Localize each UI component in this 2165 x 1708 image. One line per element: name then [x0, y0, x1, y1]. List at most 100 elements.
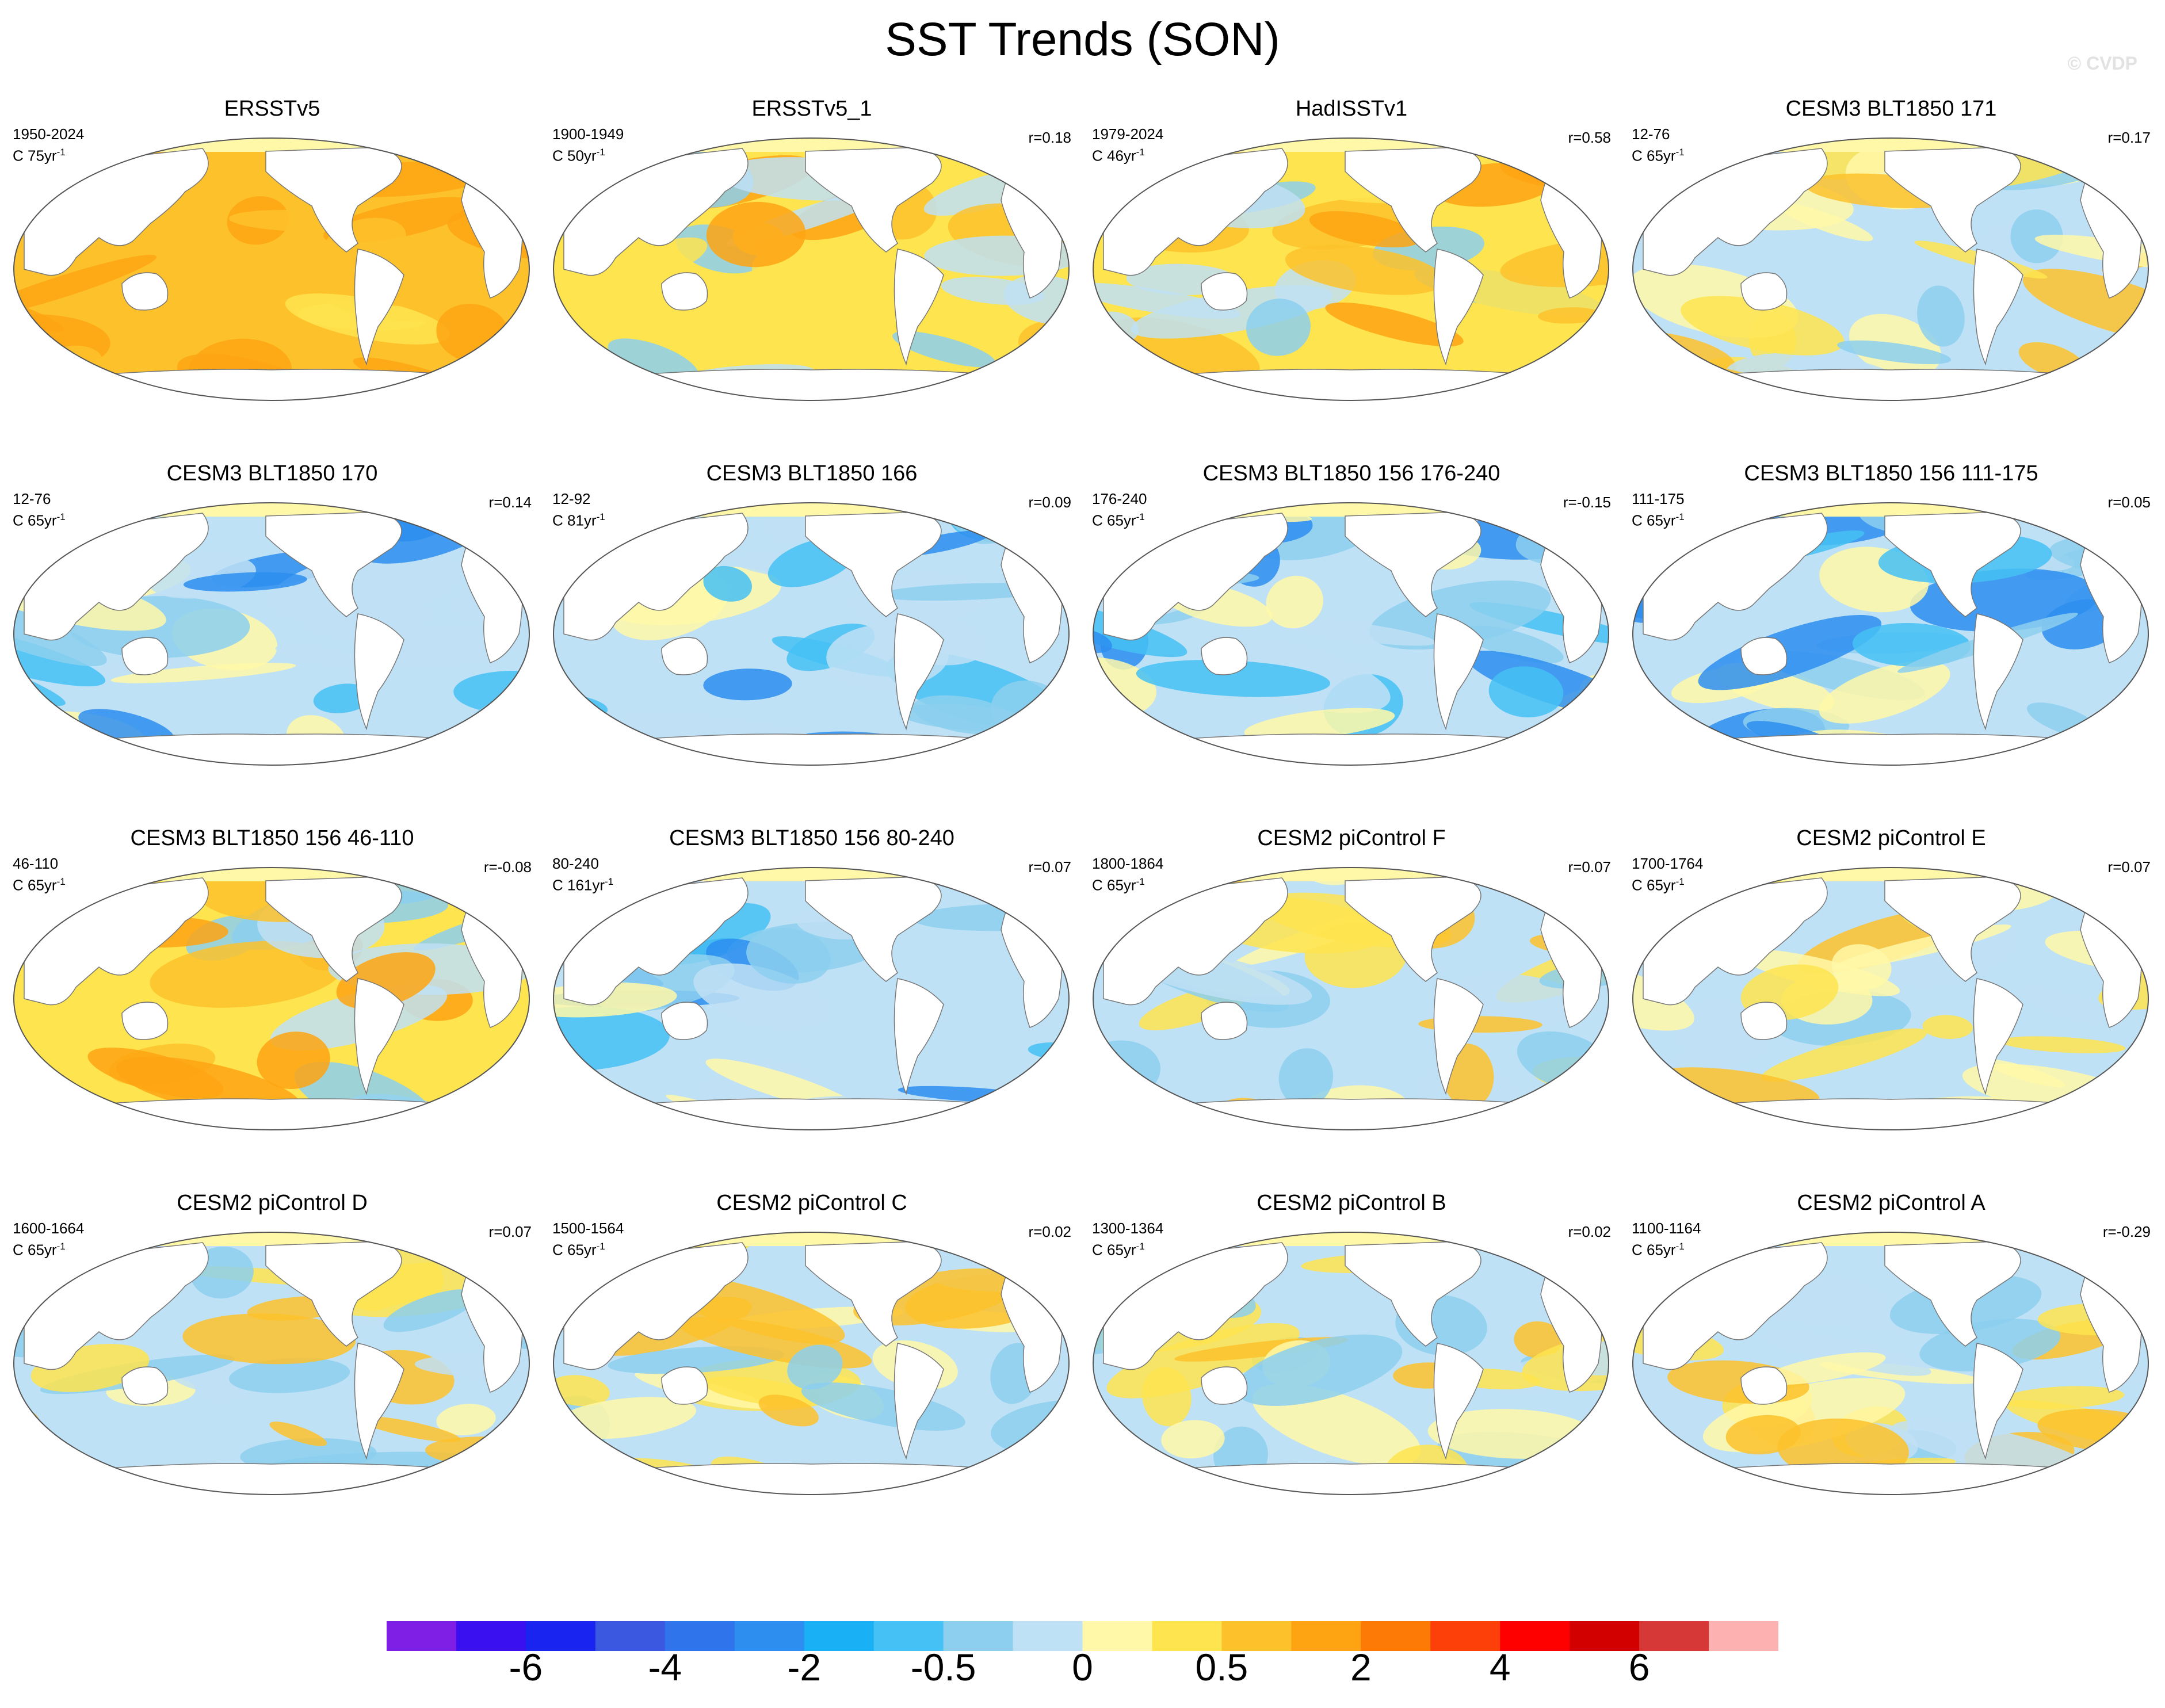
trend-anomaly-patch [269, 1422, 327, 1446]
trend-anomaly-patch [1141, 138, 1192, 159]
pattern-correlation: r=-0.08 [483, 858, 532, 876]
trend-rate-text: C 75yr [13, 147, 57, 165]
trend-anomaly-patch [663, 267, 837, 322]
colorbar-swatch [873, 1621, 944, 1651]
trend-anomaly-patch [974, 510, 1069, 544]
map-panel: CESM2 piControl A 1100-1164 C 65yr-1 r=-0.2… [1621, 1191, 2161, 1556]
arctic-ice-region [1093, 868, 1609, 881]
trend-rate-exponent: -1 [596, 147, 605, 158]
map-border [1632, 502, 2149, 766]
panel-period: 1300-1364 C 65yr-1 [1092, 1220, 1163, 1259]
trend-anomaly-patch [553, 1006, 670, 1072]
trend-rate-exponent: -1 [1675, 876, 1685, 887]
period-years: 46-110 [13, 855, 59, 872]
arctic-ice-region [1633, 868, 2148, 881]
trend-anomaly-patch [703, 565, 752, 602]
sst-trend-map [13, 1232, 530, 1495]
period-years: 1979-2024 [1092, 125, 1164, 143]
north-america-land [1884, 147, 2021, 253]
trend-anomaly-patch [1762, 1352, 1886, 1385]
colorbar-swatch [1500, 1621, 1570, 1651]
trend-rate-exponent: -1 [56, 511, 66, 522]
map-border [553, 1232, 1070, 1495]
colorbar-swatch [1291, 1621, 1361, 1651]
trend-anomaly-patch [2002, 1386, 2125, 1409]
trend-anomaly-patch [553, 341, 582, 372]
north-america-land [1345, 876, 1481, 982]
trend-anomaly-patch [1093, 629, 1112, 653]
colorbar-swatch [1570, 1621, 1640, 1651]
trend-anomaly-patch [436, 1404, 496, 1436]
south-america-land [1973, 978, 2023, 1095]
trend-rate-exponent: -1 [596, 1241, 605, 1252]
trend-anomaly-patch [110, 662, 296, 683]
sst-trend-map [1632, 502, 2149, 766]
trend-rate: C 65yr-1 [1632, 143, 1685, 165]
map-border [553, 867, 1070, 1130]
pattern-correlation: r=0.07 [1028, 858, 1071, 876]
arctic-ice-region [553, 868, 1069, 881]
antarctica-land [1126, 1463, 1576, 1495]
south-america-land [1433, 613, 1484, 731]
antarctica-land [586, 1098, 1036, 1130]
trend-anomaly-patch [21, 371, 77, 400]
colorbar-swatch [804, 1621, 875, 1651]
colorbar-label: 0 [1072, 1646, 1093, 1688]
trend-anomaly-patch [553, 503, 627, 530]
trend-anomaly-patch [1136, 660, 1330, 697]
trend-rate-text: C 50yr [552, 147, 597, 165]
australia-land [121, 637, 169, 675]
pattern-correlation: r=0.17 [2107, 129, 2151, 146]
north-america-land [1345, 147, 1481, 253]
antarctica-land [1666, 733, 2116, 765]
map-border [13, 1232, 530, 1495]
trend-anomaly-patch [14, 1408, 20, 1466]
map-border [553, 502, 1070, 766]
south-america-land [894, 249, 944, 366]
pattern-correlation: r=0.02 [1568, 1223, 1611, 1240]
trend-rate-exponent: -1 [56, 147, 66, 158]
sst-trend-map [1632, 867, 2149, 1130]
trend-anomaly-patch [950, 752, 1051, 765]
sst-trend-map [553, 1232, 1070, 1495]
south-america-land [894, 613, 944, 731]
australia-land [661, 637, 708, 675]
map-panel: CESM2 piControl B 1300-1364 C 65yr-1 r=0.02 [1082, 1191, 1621, 1556]
trend-rate-text: C 65yr [552, 1241, 597, 1259]
north-america-land [1884, 511, 2021, 617]
north-america-land [1345, 1241, 1481, 1347]
period-years: 1600-1664 [13, 1220, 85, 1237]
trend-rate: C 161yr-1 [552, 873, 613, 895]
trend-anomaly-patch [1698, 614, 1882, 690]
trend-anomaly-patch [183, 572, 307, 592]
trend-anomaly-patch [1246, 299, 1311, 356]
sst-trend-map [1093, 137, 1609, 401]
sst-trend-map [1632, 1232, 2149, 1495]
sst-trend-map [13, 502, 530, 766]
trend-rate-exponent: -1 [596, 511, 605, 522]
trend-anomaly-patch [751, 244, 880, 312]
colorbar-label: -4 [648, 1646, 682, 1688]
trend-rate-exponent: -1 [1675, 147, 1685, 158]
trend-rate-text: C 161yr [552, 876, 605, 894]
trend-anomaly-patch [1093, 594, 1187, 658]
map-border [13, 137, 530, 401]
pattern-correlation: r=0.58 [1568, 129, 1611, 146]
arctic-ice-region [1633, 503, 2148, 517]
trend-anomaly-patch [257, 1031, 330, 1090]
sst-trend-map [1093, 867, 1609, 1130]
panel-period: 12-76 C 65yr-1 [13, 490, 66, 530]
map-panel: CESM2 piControl C 1500-1564 C 65yr-1 r=0.02 [542, 1191, 1082, 1556]
panel-title: ERSSTv5 [224, 97, 320, 121]
trend-anomaly-patch [1285, 244, 1445, 295]
period-years: 1900-1949 [552, 125, 624, 143]
arctic-ice-region [1093, 503, 1609, 517]
trend-rate-exponent: -1 [56, 876, 66, 887]
trend-anomaly-patch [706, 201, 806, 268]
colorbar-swatch [734, 1621, 805, 1651]
trend-anomaly-patch [182, 1313, 356, 1365]
trend-anomaly-patch [1819, 660, 1950, 724]
panel-period: 46-110 C 65yr-1 [13, 855, 66, 895]
trend-rate: C 65yr-1 [1632, 873, 1703, 895]
map-border [1093, 1232, 1609, 1495]
